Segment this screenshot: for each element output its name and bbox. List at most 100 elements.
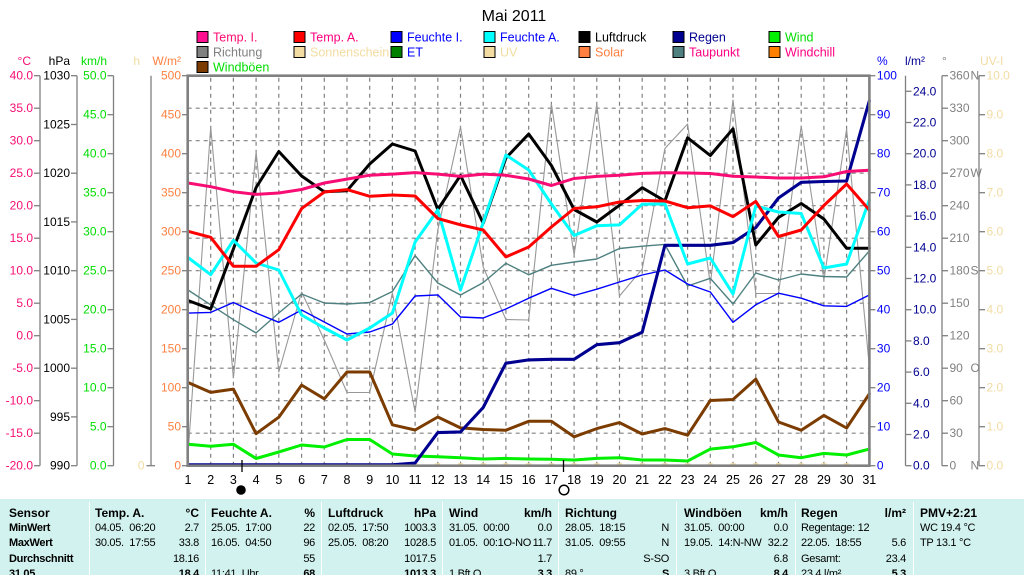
- svg-text:h: h: [133, 54, 140, 68]
- svg-text:29: 29: [817, 473, 831, 487]
- svg-text:0.0: 0.0: [16, 329, 33, 343]
- svg-text:14: 14: [476, 473, 490, 487]
- svg-text:Regen: Regen: [689, 31, 726, 45]
- svg-text:210: 210: [950, 231, 970, 245]
- svg-text:10.0: 10.0: [83, 381, 107, 395]
- svg-text:60: 60: [950, 394, 964, 408]
- svg-text:8.0: 8.0: [913, 334, 930, 348]
- svg-text:Windchill: Windchill: [785, 46, 835, 60]
- svg-text:20.0: 20.0: [83, 303, 107, 317]
- svg-text:150: 150: [950, 296, 970, 310]
- svg-text:0.0: 0.0: [987, 459, 1004, 473]
- svg-text:Wind: Wind: [785, 31, 814, 45]
- svg-text:23: 23: [681, 473, 695, 487]
- svg-text:Temp. I.: Temp. I.: [213, 31, 257, 45]
- svg-text:Temp. A.: Temp. A.: [310, 31, 359, 45]
- svg-text:°C: °C: [18, 54, 32, 68]
- svg-text:80: 80: [877, 147, 891, 161]
- svg-text:3: 3: [230, 473, 237, 487]
- svg-text:2: 2: [207, 473, 214, 487]
- svg-text:150: 150: [161, 342, 181, 356]
- svg-text:40.0: 40.0: [10, 69, 34, 83]
- svg-text:990: 990: [50, 459, 70, 473]
- svg-text:30.0: 30.0: [10, 134, 34, 148]
- svg-text:16: 16: [522, 473, 536, 487]
- svg-text:20.0: 20.0: [913, 147, 937, 161]
- svg-text:°: °: [942, 54, 947, 68]
- svg-text:Feuchte I.: Feuchte I.: [407, 31, 463, 45]
- svg-text:O: O: [971, 361, 980, 375]
- svg-text:Windböen: Windböen: [213, 61, 269, 75]
- svg-text:hPa: hPa: [49, 54, 71, 68]
- svg-text:250: 250: [161, 264, 181, 278]
- svg-text:1020: 1020: [43, 166, 70, 180]
- svg-text:400: 400: [161, 147, 181, 161]
- svg-text:90: 90: [877, 108, 891, 122]
- svg-text:ET: ET: [407, 46, 423, 60]
- svg-text:200: 200: [161, 303, 181, 317]
- svg-text:18: 18: [567, 473, 581, 487]
- svg-text:330: 330: [950, 101, 970, 115]
- svg-text:9.0: 9.0: [987, 108, 1004, 122]
- svg-text:35.0: 35.0: [10, 101, 34, 115]
- svg-text:7: 7: [321, 473, 328, 487]
- svg-text:6.0: 6.0: [987, 225, 1004, 239]
- svg-text:8: 8: [344, 473, 351, 487]
- svg-text:20: 20: [613, 473, 627, 487]
- svg-text:0: 0: [877, 459, 884, 473]
- svg-text:0.0: 0.0: [913, 459, 930, 473]
- svg-text:19: 19: [590, 473, 604, 487]
- svg-text:7.0: 7.0: [987, 186, 1004, 200]
- svg-text:24: 24: [703, 473, 717, 487]
- svg-text:-10.0: -10.0: [6, 394, 34, 408]
- svg-text:Richtung: Richtung: [213, 46, 262, 60]
- svg-text:20: 20: [877, 381, 891, 395]
- svg-text:1.0: 1.0: [987, 420, 1004, 434]
- svg-text:30: 30: [877, 342, 891, 356]
- svg-text:50.0: 50.0: [83, 69, 107, 83]
- svg-text:1010: 1010: [43, 264, 70, 278]
- svg-text:8.0: 8.0: [987, 147, 1004, 161]
- svg-text:Solar: Solar: [595, 46, 624, 60]
- svg-text:-20.0: -20.0: [6, 459, 34, 473]
- svg-text:10.0: 10.0: [987, 69, 1011, 83]
- svg-text:22: 22: [658, 473, 672, 487]
- svg-text:Feuchte A.: Feuchte A.: [500, 31, 560, 45]
- svg-text:Taupunkt: Taupunkt: [689, 46, 740, 60]
- svg-text:1005: 1005: [43, 312, 70, 326]
- svg-text:9: 9: [366, 473, 373, 487]
- svg-text:26: 26: [749, 473, 763, 487]
- svg-text:0: 0: [174, 459, 181, 473]
- svg-text:Sonnenschein: Sonnenschein: [310, 46, 389, 60]
- svg-text:300: 300: [950, 134, 970, 148]
- svg-text:2.0: 2.0: [987, 381, 1004, 395]
- svg-text:1015: 1015: [43, 215, 70, 229]
- svg-text:18.0: 18.0: [913, 178, 937, 192]
- svg-text:6.0: 6.0: [913, 365, 930, 379]
- svg-text:4: 4: [253, 473, 260, 487]
- svg-text:1030: 1030: [43, 69, 70, 83]
- svg-text:30: 30: [840, 473, 854, 487]
- svg-text:90: 90: [950, 361, 964, 375]
- svg-text:3.0: 3.0: [987, 342, 1004, 356]
- svg-text:14.0: 14.0: [913, 240, 937, 254]
- svg-text:15: 15: [499, 473, 513, 487]
- svg-text:Mai 2011: Mai 2011: [482, 8, 547, 25]
- svg-text:27: 27: [772, 473, 786, 487]
- svg-text:120: 120: [950, 329, 970, 343]
- svg-text:km/h: km/h: [81, 54, 107, 68]
- svg-text:995: 995: [50, 410, 70, 424]
- svg-text:40: 40: [877, 303, 891, 317]
- svg-text:0: 0: [138, 459, 145, 473]
- svg-text:240: 240: [950, 199, 970, 213]
- svg-text:50: 50: [877, 264, 891, 278]
- svg-text:35.0: 35.0: [83, 186, 107, 200]
- svg-text:100: 100: [161, 381, 181, 395]
- svg-text:100: 100: [877, 69, 897, 83]
- svg-text:1: 1: [185, 473, 192, 487]
- svg-text:24.0: 24.0: [913, 84, 937, 98]
- svg-text:W/m²: W/m²: [152, 54, 181, 68]
- svg-text:10.0: 10.0: [913, 303, 937, 317]
- svg-text:10: 10: [877, 420, 891, 434]
- svg-text:6: 6: [298, 473, 305, 487]
